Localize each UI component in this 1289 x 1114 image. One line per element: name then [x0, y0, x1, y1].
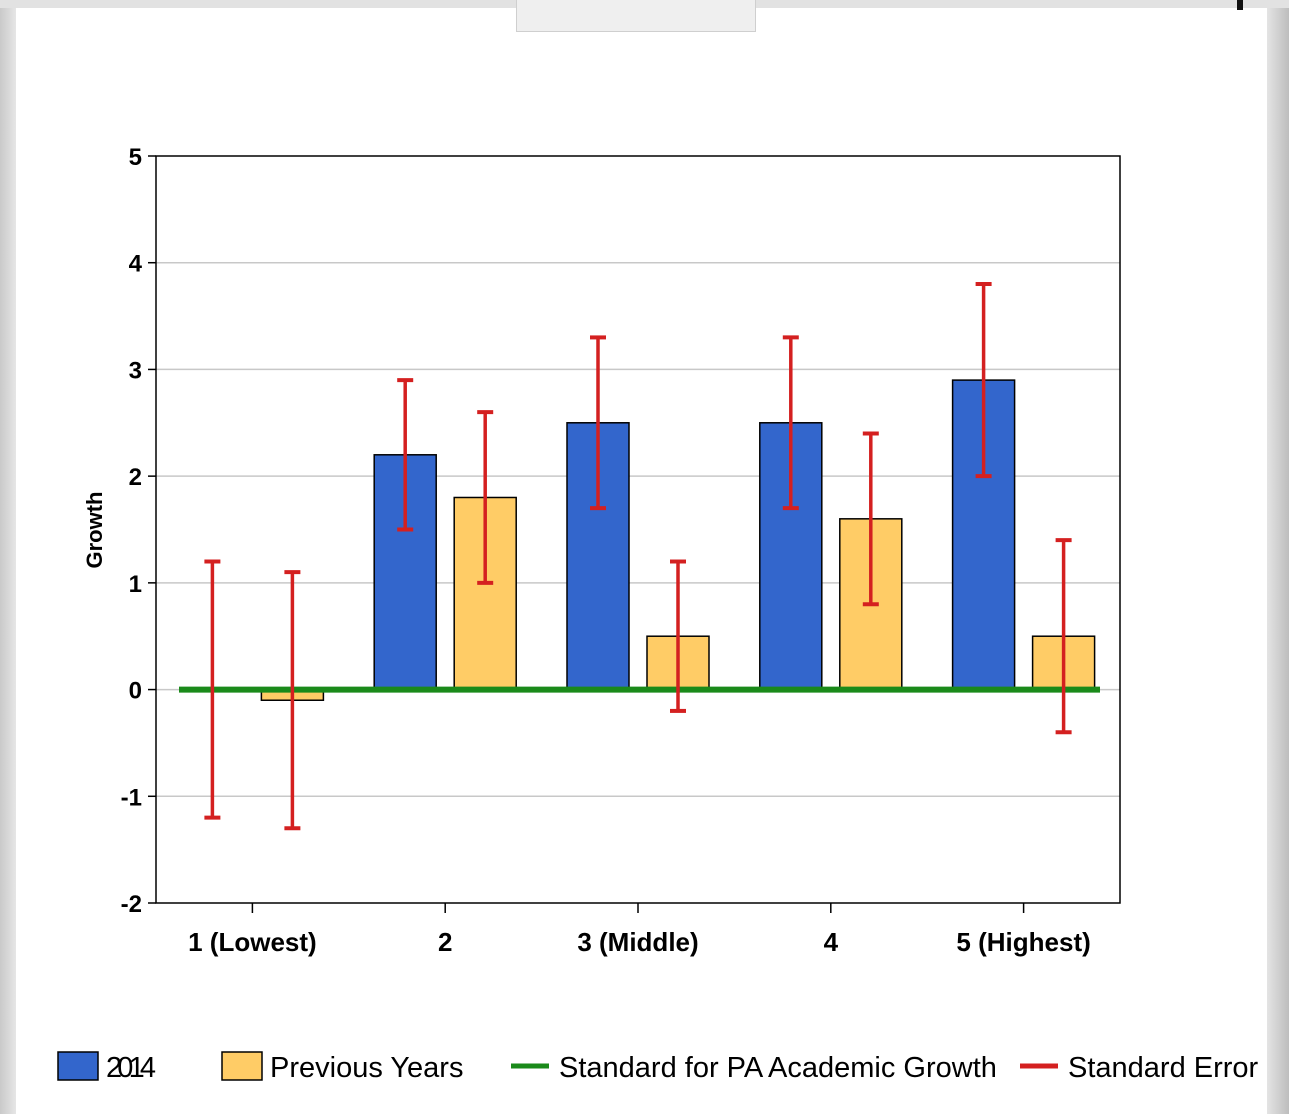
y-tick-label: 1 [129, 571, 142, 598]
legend-swatch [221, 1051, 263, 1081]
y-tick-label: 4 [129, 251, 143, 278]
y-tick-label: 3 [129, 357, 142, 384]
legend-swatch [57, 1051, 99, 1081]
top-tab[interactable] [516, 0, 756, 32]
y-axis-ticks: 5 4 3 2 1 0 -1 -2 [121, 144, 156, 918]
x-tick-label: 1 (Lowest) [188, 927, 317, 957]
x-tick-label: 2 [438, 927, 452, 957]
bar [759, 422, 823, 691]
error-bars [204, 282, 1072, 831]
y-tick-label: 2 [129, 464, 142, 491]
left-window-edge [0, 0, 16, 1114]
right-window-edge [1267, 0, 1289, 1114]
x-tick-label: 5 (Highest) [956, 927, 1090, 957]
legend-label: 2014 [106, 1052, 156, 1084]
y-axis-title: Growth [82, 492, 107, 569]
x-tick-label: 4 [824, 927, 839, 957]
x-tick-label: 3 (Middle) [577, 927, 698, 957]
y-tick-label: 0 [129, 678, 142, 705]
legend: 2014 Previous Years Standard for PA Academ… [57, 1051, 1259, 1084]
x-axis-ticks: 1 (Lowest) 2 3 (Middle) 4 5 (Highest) [188, 903, 1091, 957]
legend-label: Standard Error [1068, 1052, 1259, 1084]
legend-label: Previous Years [270, 1052, 463, 1084]
y-tick-label: -1 [121, 784, 142, 811]
y-tick-label: -2 [121, 891, 142, 918]
legend-label: Standard for PA Academic Growth [559, 1052, 997, 1084]
top-right-marker [1237, 0, 1243, 10]
y-tick-label: 5 [129, 144, 142, 171]
